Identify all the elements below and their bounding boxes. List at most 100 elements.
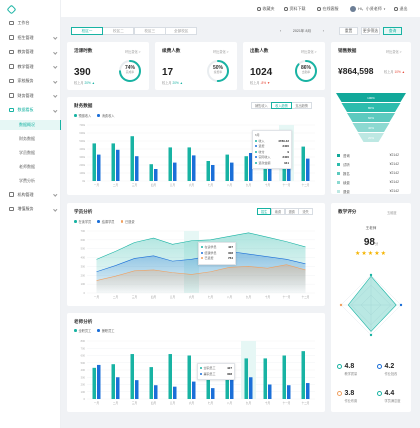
sidebar-item-5[interactable]: 财务管理	[0, 91, 61, 101]
filter-bar: 校区一 校区二 校区三 全部校区 ‹ 2021年 8月 › 重置 更多筛选 查询	[61, 24, 420, 38]
sidebar-item-2[interactable]: 教务管理	[0, 47, 61, 57]
sidebar-subitem-0[interactable]: 数据概况	[0, 119, 61, 130]
x-tick-label: 八月	[227, 401, 233, 405]
more-filter-button[interactable]: 更多筛选	[361, 27, 380, 35]
legend-item: 结课学员	[97, 219, 115, 224]
radar-point	[339, 303, 343, 307]
score-dimension-select[interactable]: 五维度	[387, 211, 397, 215]
y-tick-label: 0	[84, 291, 86, 295]
chevron-icon	[52, 49, 57, 54]
menu-icon	[9, 20, 14, 26]
legend-item: 兼职员工	[97, 328, 115, 333]
legend-item: 消费收入	[97, 113, 115, 118]
ring-label: 续费率	[213, 70, 223, 74]
ring-icon	[377, 391, 382, 396]
sidebar-more-1[interactable]: 增值服务	[0, 204, 61, 214]
tab-campus-1[interactable]: 校区一	[71, 27, 103, 35]
y-tick-label: 0	[84, 397, 86, 401]
x-tick-label: 八月	[227, 295, 233, 299]
tooltip-row: 在读学员 427	[201, 245, 233, 251]
sidebar-item-0[interactable]: 工作台	[0, 18, 61, 28]
finance-tooltip: 6月 收入 4789.42 退费 3400 收付 9 实际收入 3400 退款金额 341	[252, 130, 292, 169]
funnel-layer	[341, 103, 401, 112]
star-icon: ★	[367, 251, 375, 257]
tooltip-row: 结课学员 308	[201, 251, 233, 257]
chevron-right-icon[interactable]: ›	[322, 29, 324, 33]
students-area-chart: 0 100 200 300 400 500 600 700 一月 二月 三月 四月 五月 六月 七月 八月 九月…	[81, 229, 315, 299]
x-tick-label: 十月	[265, 295, 271, 299]
bar	[249, 153, 253, 181]
service-link[interactable]: 在线客服	[317, 6, 339, 12]
y-tick-label: 600	[81, 354, 86, 358]
stat-more-link[interactable]: 环比变化 >	[125, 50, 141, 54]
sidebar-more-0[interactable]: 机构管理	[0, 190, 61, 200]
stat-more-link[interactable]: 环比变化 >	[213, 50, 229, 54]
reset-button[interactable]: 重置	[339, 27, 358, 35]
bar	[173, 386, 177, 399]
legend-dot	[120, 220, 123, 223]
y-tick-label: 200	[81, 273, 86, 277]
chevron-icon	[52, 64, 57, 69]
favorites-link[interactable]: 收藏夹	[257, 6, 275, 12]
radar-point	[369, 333, 373, 337]
sidebar-item-4[interactable]: 家校服务	[0, 76, 61, 86]
chevron-icon	[52, 93, 57, 98]
stat-card-0: 活课时数 环比变化 > 390 较上月 20% ▲ 74% 完成率	[67, 42, 149, 90]
funnel-percent: 100%	[367, 96, 375, 100]
star-icon: ★	[374, 251, 381, 257]
menu-icon	[9, 206, 14, 212]
seg-lost[interactable]: 流失	[298, 208, 313, 215]
sidebar-item-6[interactable]: 数据看板	[0, 105, 61, 115]
user-menu[interactable]: Hi，小贤老师 ▾	[350, 6, 385, 12]
legend-item: 在读学员	[74, 219, 91, 224]
y-tick-label: 100	[81, 390, 86, 394]
sidebar-subitem-1[interactable]: 财务数据	[19, 135, 35, 141]
stat-ring-chart	[207, 60, 229, 82]
date-picker[interactable]: ‹ 2021年 8月 ›	[277, 27, 327, 35]
sidebar-subitem-2[interactable]: 学员数据	[19, 149, 35, 155]
y-tick-label: 400k	[79, 147, 85, 151]
bar	[230, 379, 234, 399]
seg-enroll[interactable]: 招生	[257, 208, 272, 215]
menu-icon	[9, 64, 14, 69]
logout-button[interactable]: 退出	[394, 6, 408, 12]
sidebar-subitem-4[interactable]: 学费分析	[19, 177, 35, 183]
seg-expense-trend[interactable]: 支出趋势	[291, 102, 313, 109]
sales-value: ¥864,598	[338, 66, 374, 76]
sidebar-item-3[interactable]: 教学管理	[0, 62, 61, 72]
ring-icon	[337, 391, 342, 396]
seg-refund[interactable]: 退费	[284, 208, 299, 215]
tab-all-campus[interactable]: 全部校区	[165, 27, 198, 35]
download-link[interactable]: 资料下载	[284, 6, 306, 12]
seg-income-trend[interactable]: 收入趋势	[271, 102, 292, 109]
chevron-left-icon[interactable]: ‹	[280, 29, 282, 33]
tab-campus-2[interactable]: 校区二	[102, 27, 135, 35]
stat-more-link[interactable]: 环比变化 >	[301, 50, 317, 54]
bar	[225, 154, 229, 181]
tooltip-row: 退款金额 341	[255, 161, 289, 167]
stat-compare-label: 较上月	[250, 81, 260, 85]
series-line	[96, 232, 306, 260]
ring-percent: 74%	[124, 65, 135, 71]
legend-dot	[201, 251, 203, 254]
y-tick-label: 100	[81, 282, 86, 286]
score-value: 98	[363, 237, 375, 248]
legend-dot	[201, 246, 203, 248]
x-tick-label: 十二月	[302, 295, 310, 299]
legend-swatch	[337, 190, 340, 193]
sidebar-subitem-3[interactable]: 老师数据	[19, 163, 35, 169]
query-button[interactable]: 查询	[383, 27, 402, 35]
tab-campus-3[interactable]: 校区三	[133, 27, 166, 35]
star-rating: ★★★★★	[331, 250, 411, 257]
seg-renew[interactable]: 续费	[270, 208, 286, 215]
x-tick-label: 五月	[170, 295, 176, 299]
radar-area	[347, 275, 397, 332]
funnel-percent: 40%	[368, 126, 374, 130]
students-legend: 在读学员 结课学员 已退费	[74, 219, 141, 224]
ring-label: 完成率	[125, 70, 135, 74]
seg-sales-income[interactable]: 销售收入	[251, 102, 272, 109]
bar	[149, 164, 153, 181]
sales-more-link[interactable]: 环比变化 >	[386, 50, 402, 54]
sidebar-item-1[interactable]: 招生管理	[0, 33, 61, 43]
bar	[268, 168, 272, 181]
